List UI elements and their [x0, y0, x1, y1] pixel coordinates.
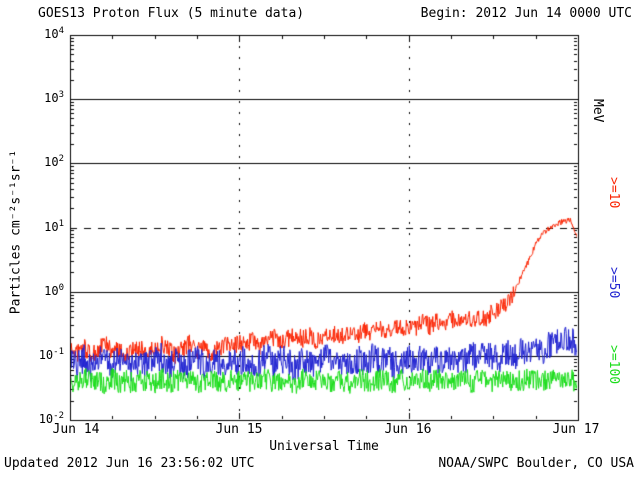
y-axis-tick-label: 103 [44, 90, 64, 106]
source-credit: NOAA/SWPC Boulder, CO USA [438, 456, 634, 471]
y-axis-tick-label: 102 [44, 154, 64, 170]
x-tick-jun14: Jun 14 [52, 422, 100, 437]
begin-time-label: Begin: 2012 Jun 14 0000 UTC [420, 6, 632, 21]
y-axis-tick-label: 10-2 [38, 411, 64, 426]
x-tick-jun17: Jun 17 [552, 422, 600, 437]
right-axis-unit-label: MeV [590, 99, 605, 123]
x-tick-jun16: Jun 16 [384, 422, 432, 437]
series-label-ge100mev: >=100 [606, 345, 621, 385]
x-tick-jun15: Jun 15 [215, 422, 263, 437]
series-label-ge10mev: >=10 [606, 177, 621, 209]
y-axis-tick-label: 104 [44, 26, 64, 41]
y-axis-tick-label: 10-1 [38, 346, 64, 362]
updated-timestamp: Updated 2012 Jun 16 23:56:02 UTC [4, 456, 255, 471]
chart-title: GOES13 Proton Flux (5 minute data) [38, 6, 305, 21]
y-axis-tick-label: 100 [44, 282, 64, 298]
series-label-ge50mev: >=50 [606, 267, 621, 299]
y-axis-tick-label: 101 [44, 218, 64, 234]
x-axis-label: Universal Time [269, 439, 379, 454]
